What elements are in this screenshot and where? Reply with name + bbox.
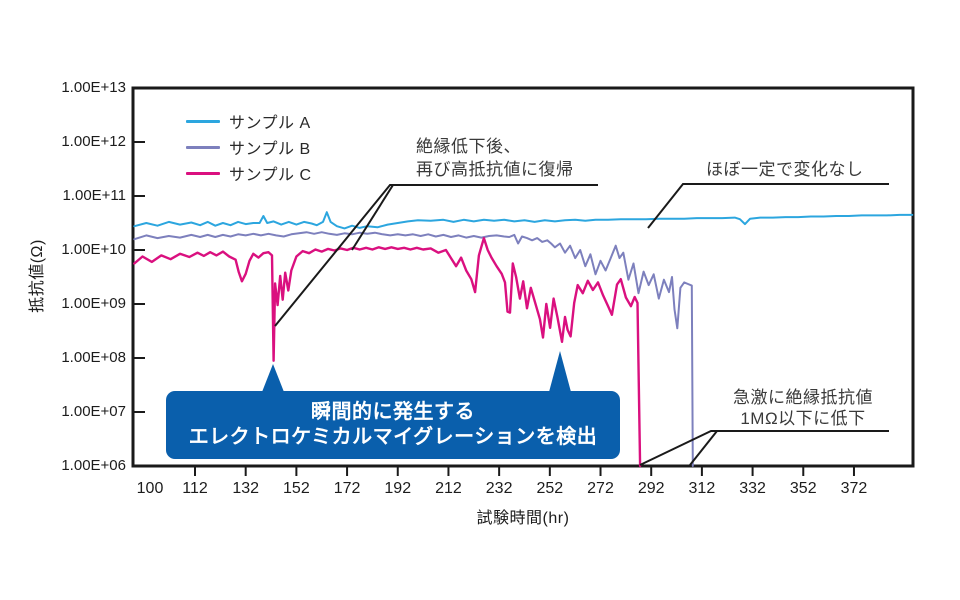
legend-item-sample-a: サンプル A [186,108,312,134]
leader-sudden-drop-2 [689,430,718,466]
series-line-sample-c [133,236,642,468]
chart-frame [131,86,915,468]
x-axis-tick-label: 152 [283,480,310,497]
annotation-constant-line1: ほぼ一定で変化なし [706,160,864,179]
annotation-recovery-line2: 再び高抵抗値に復帰 [416,160,574,179]
x-axis-tick-label: 372 [840,480,868,497]
leader-sudden-drop [639,430,889,466]
x-axis-tick-label: 312 [688,480,716,497]
x-axis-tick-label: 332 [739,480,766,497]
legend-item-sample-c: サンプル C [186,160,312,186]
x-axis-tick-label: 100 [136,480,164,497]
callout-pointer-right [549,351,571,392]
y-axis-title: 抵抗値(Ω) [29,239,46,313]
x-axis-tick-label: 292 [637,480,665,497]
legend: サンプル A サンプル B サンプル C [186,108,312,186]
x-axis-tick-label: 232 [485,480,513,497]
x-axis-tick-label: 272 [587,480,614,497]
y-axis-tick-label: 1.00E+10 [61,241,126,258]
x-axis-tick-label: 172 [333,480,361,497]
leader-constant [647,183,889,229]
leader-recovery [274,184,598,327]
detection-callout-line1: 瞬間的に発生する [311,401,475,423]
annotation-sudden-drop-line1: 急激に絶縁抵抗値 [733,388,873,407]
y-axis-tick-label: 1.00E+11 [62,187,126,204]
x-axis-title: 試験時間(hr) [476,510,570,527]
y-axis-tick-label: 1.00E+06 [61,457,126,474]
x-axis-tick-label: 132 [232,480,260,497]
legend-swatch-sample-c [186,171,220,175]
series-line-sample-a [133,211,914,230]
y-axis-tick-label: 1.00E+07 [61,403,126,420]
legend-label-sample-c: サンプル C [229,167,312,184]
legend-item-sample-b: サンプル B [186,134,312,160]
annotation-recovery-line1: 絶縁低下後、 [416,137,521,156]
x-axis-tick-label: 352 [789,480,817,497]
x-axis-tick-label: 252 [536,480,564,497]
annotation-recovery: 絶縁低下後、 再び高抵抗値に復帰 [416,135,574,181]
y-axis-tick-label: 1.00E+12 [61,133,126,150]
x-axis-tick-label: 192 [384,480,412,497]
y-axis-tick-label: 1.00E+08 [61,349,126,366]
callout-pointer-left [262,364,284,392]
legend-swatch-sample-b [186,145,220,149]
detection-callout-box: 瞬間的に発生する エレクトロケミカルマイグレーションを検出 [166,391,620,459]
legend-label-sample-b: サンプル B [229,141,311,158]
detection-callout-line2: エレクトロケミカルマイグレーションを検出 [188,426,598,448]
y-axis-tick-label: 1.00E+09 [61,295,126,312]
legend-label-sample-a: サンプル A [229,115,311,132]
x-axis-tick-label: 112 [182,480,208,497]
annotation-sudden-drop: 急激に絶縁抵抗値 1MΩ以下に低下 [712,387,894,429]
annotation-sudden-drop-line2: 1MΩ以下に低下 [740,409,866,428]
series-line-sample-b [133,231,694,467]
annotation-constant: ほぼ一定で変化なし [706,158,864,181]
y-axis-tick-label: 1.00E+13 [61,79,126,96]
leader-recovery-2 [351,184,394,251]
legend-swatch-sample-a [186,119,220,123]
x-axis-tick-label: 212 [435,480,462,497]
